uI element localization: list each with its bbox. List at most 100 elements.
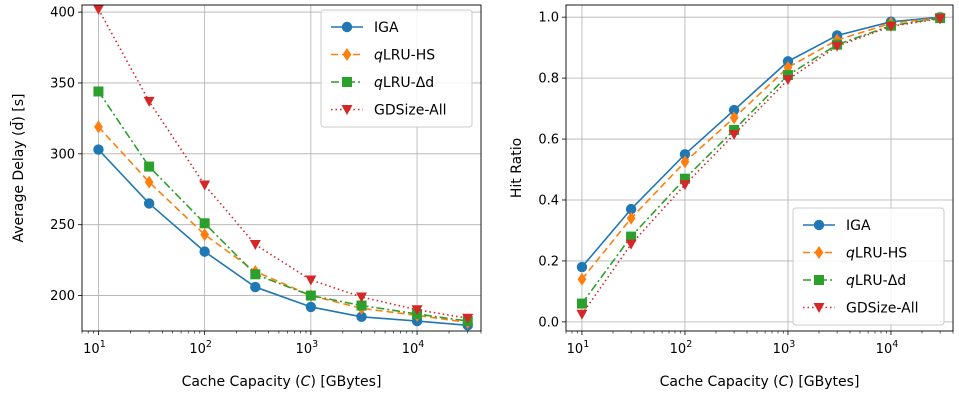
data-point: [625, 203, 637, 215]
y-tick-label: 300: [50, 147, 75, 162]
data-point: [305, 301, 317, 313]
data-point: [92, 4, 104, 15]
x-tick-label: 101: [567, 339, 590, 357]
x-axis-label: Cache Capacity (C) [GBytes]: [660, 374, 860, 390]
x-tick-label: 103: [773, 339, 796, 357]
data-point: [411, 305, 423, 316]
data-point: [305, 275, 317, 286]
x-axis-symbol: C: [301, 374, 311, 390]
data-point: [576, 298, 587, 309]
data-point: [885, 21, 897, 32]
data-point: [250, 281, 261, 293]
data-point: [729, 111, 739, 125]
y-tick-label: 250: [50, 218, 75, 233]
legend-label: GDSize-All: [374, 103, 446, 119]
y-tick-label: 0.8: [538, 72, 559, 87]
legend-name-prefix: q: [846, 273, 855, 289]
data-point: [143, 96, 155, 107]
legend-marker: [342, 77, 352, 87]
legend-name: LRU-HS: [855, 246, 907, 262]
legend-box: [320, 9, 473, 128]
data-point: [728, 104, 740, 116]
legend-marker: [814, 246, 824, 259]
x-tick-base: 10: [567, 342, 584, 357]
legend-label: qLRU-Δd: [374, 75, 434, 91]
data-point: [94, 120, 103, 134]
legend-marker: [814, 275, 824, 285]
data-point: [934, 14, 946, 25]
data-point: [831, 41, 843, 52]
legend-name: IGA: [846, 218, 871, 234]
x-tick-exponent: 1: [583, 339, 589, 350]
x-tick-exponent: 1: [100, 339, 106, 350]
data-point: [144, 175, 154, 189]
x-axis-ticks: 101 102 103 104: [83, 331, 424, 357]
y-axis-ticks: 200 250 300 350 400: [50, 6, 82, 304]
x-tick-base: 10: [83, 342, 100, 357]
x-tick-label: 102: [670, 339, 693, 357]
data-point: [679, 173, 690, 184]
legend-name-prefix: q: [846, 246, 855, 262]
y-tick-label: 0.6: [538, 133, 559, 148]
data-point: [462, 313, 474, 324]
data-point: [626, 231, 637, 242]
data-point: [356, 311, 367, 323]
y-tick-label: 400: [50, 6, 75, 21]
series-line-2: [97, 91, 468, 322]
series-line-2: [581, 17, 941, 305]
x-tick-base: 10: [189, 342, 206, 357]
legend-name: GDSize-All: [846, 301, 918, 317]
legend-name-prefix: q: [374, 75, 383, 91]
data-point: [199, 218, 210, 229]
y-tick-label: 0.0: [538, 315, 559, 330]
x-tick-exponent: 4: [418, 339, 424, 350]
legend-label: qLRU-Δd: [846, 273, 906, 289]
legend: IGA qLRU-HS qLRU-Δd GDSize-All: [320, 9, 473, 128]
legend-label: IGA: [374, 20, 399, 36]
data-point: [625, 239, 637, 250]
data-point: [93, 86, 104, 97]
data-point: [782, 75, 794, 86]
series-line-0: [97, 149, 468, 327]
x-tick-exponent: 3: [789, 339, 795, 350]
x-tick-label: 101: [83, 339, 106, 357]
data-point: [680, 155, 690, 169]
y-tick-label: 350: [50, 76, 75, 91]
y-tick-label: 200: [50, 289, 75, 304]
data-point: [728, 129, 740, 140]
legend-name-prefix: q: [374, 48, 383, 64]
x-tick-exponent: 4: [892, 339, 898, 350]
y-tick-label: 0.2: [538, 254, 559, 269]
x-tick-label: 104: [876, 339, 899, 357]
series-line-3: [97, 8, 468, 320]
y-axis-label: Hit Ratio: [509, 138, 525, 198]
y-axis-ticks: 0.0 0.2 0.4 0.6 0.8 1.0: [538, 11, 566, 330]
x-tick-base: 10: [773, 342, 790, 357]
data-point: [679, 149, 691, 160]
legend-name: LRU-Δd: [855, 273, 906, 289]
data-point: [679, 180, 691, 191]
data-point: [199, 180, 211, 191]
legend-name: IGA: [374, 20, 399, 36]
y-tick-label: 0.4: [538, 193, 559, 208]
x-tick-label: 102: [189, 339, 212, 357]
data-point: [305, 290, 316, 301]
x-tick-base: 10: [876, 342, 893, 357]
legend-marker: [342, 48, 352, 61]
data-point: [93, 144, 104, 155]
x-tick-base: 10: [296, 342, 313, 357]
series-line-3: [581, 17, 941, 315]
legend-marker: [813, 219, 825, 231]
y-axis-label: Average Delay (d̄) [s]: [9, 93, 27, 242]
data-point: [577, 272, 587, 286]
data-point: [143, 198, 155, 209]
legend-label: qLRU-HS: [846, 246, 907, 262]
legend-name: LRU-HS: [383, 48, 435, 64]
series-group: [92, 4, 474, 331]
x-axis-ticks: 101 102 103 104: [567, 331, 899, 357]
data-point: [144, 161, 155, 172]
series-line-1: [97, 126, 468, 324]
